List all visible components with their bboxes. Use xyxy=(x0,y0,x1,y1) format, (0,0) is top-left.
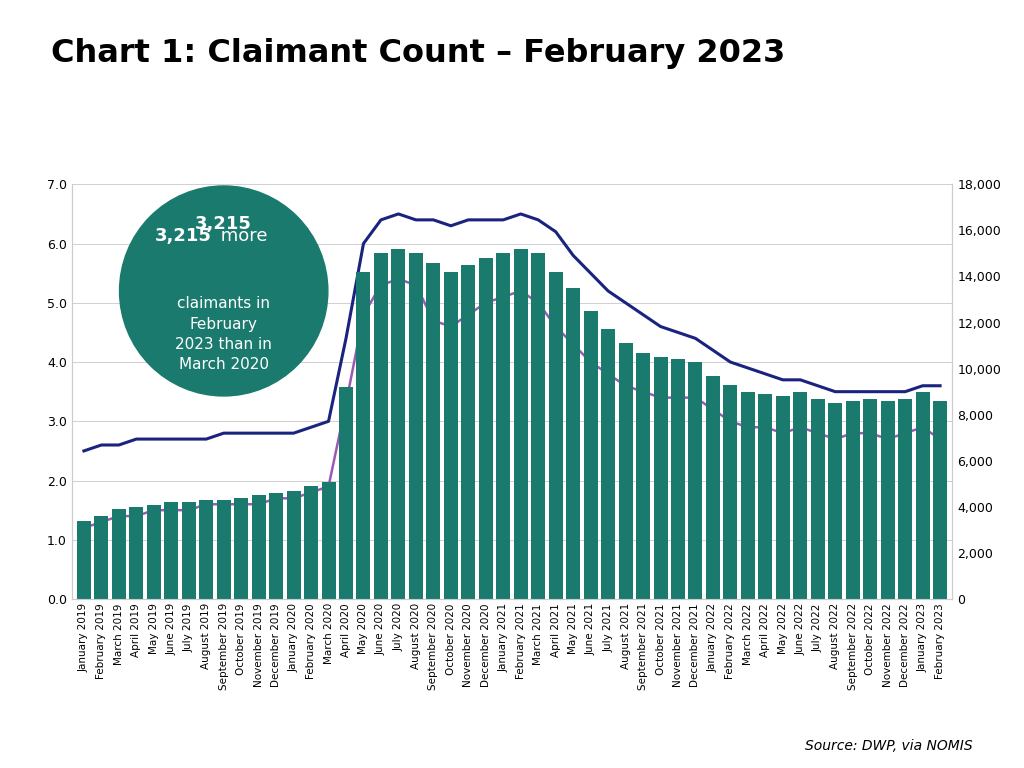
Bar xyxy=(112,509,126,599)
Bar xyxy=(462,265,475,599)
Bar xyxy=(933,401,947,599)
Bar xyxy=(304,486,318,599)
Bar xyxy=(146,505,161,599)
Bar xyxy=(217,500,230,599)
Text: Source: DWP, via NOMIS: Source: DWP, via NOMIS xyxy=(805,739,973,753)
Bar xyxy=(94,516,109,599)
Text: 3,215: 3,215 xyxy=(155,227,211,245)
Text: Chart 1: Claimant Count – February 2023: Chart 1: Claimant Count – February 2023 xyxy=(51,38,785,69)
Text: more: more xyxy=(215,227,268,245)
Bar xyxy=(863,399,878,599)
Bar xyxy=(181,502,196,599)
Bar xyxy=(129,507,143,599)
Bar xyxy=(723,385,737,599)
Text: claimants in
February
2023 than in
March 2020: claimants in February 2023 than in March… xyxy=(175,296,272,372)
Bar xyxy=(409,253,423,599)
Bar xyxy=(794,392,807,599)
Bar xyxy=(269,493,283,599)
Bar xyxy=(915,392,930,599)
Ellipse shape xyxy=(120,186,328,396)
Bar xyxy=(339,387,353,599)
Bar xyxy=(426,263,440,599)
Bar xyxy=(636,353,650,599)
Bar xyxy=(688,362,702,599)
Bar xyxy=(322,482,336,599)
Bar xyxy=(653,357,668,599)
Bar xyxy=(776,396,790,599)
Bar xyxy=(584,311,598,599)
Bar xyxy=(549,272,562,599)
Bar xyxy=(234,498,248,599)
Bar xyxy=(443,272,458,599)
Bar xyxy=(287,491,301,599)
Bar xyxy=(497,253,510,599)
Bar xyxy=(531,253,545,599)
Bar xyxy=(759,394,772,599)
Bar xyxy=(706,376,720,599)
Bar xyxy=(811,399,824,599)
Bar xyxy=(741,392,755,599)
Bar xyxy=(391,249,406,599)
Text: 3,215: 3,215 xyxy=(196,215,252,233)
Bar xyxy=(164,502,178,599)
Bar xyxy=(846,401,860,599)
Bar xyxy=(898,399,912,599)
Bar xyxy=(514,249,527,599)
Bar xyxy=(881,401,895,599)
Bar xyxy=(479,258,493,599)
Bar xyxy=(601,329,615,599)
Bar xyxy=(828,403,842,599)
Bar xyxy=(356,272,371,599)
Bar xyxy=(618,343,633,599)
Bar xyxy=(200,500,213,599)
Bar xyxy=(566,288,581,599)
Bar xyxy=(252,495,265,599)
Bar xyxy=(374,253,388,599)
Bar xyxy=(77,521,91,599)
Bar xyxy=(671,359,685,599)
